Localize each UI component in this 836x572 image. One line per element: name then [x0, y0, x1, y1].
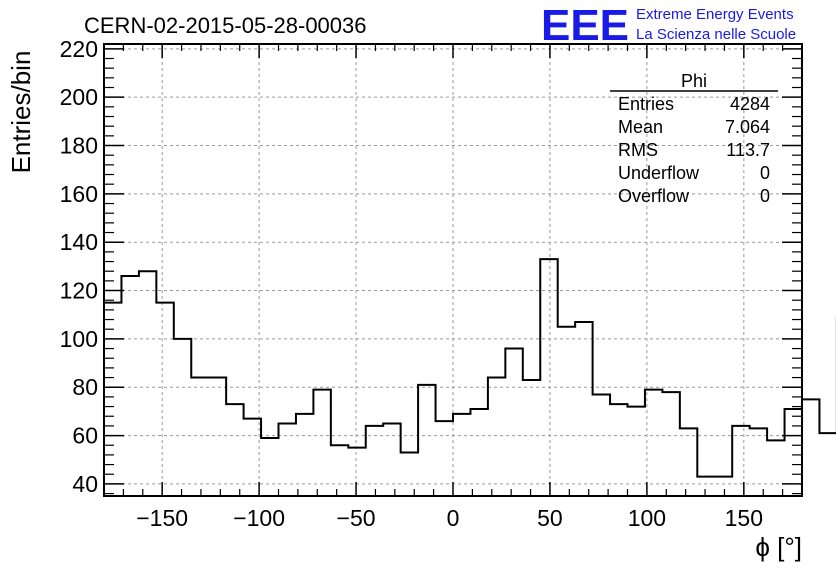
histogram-bin	[383, 423, 400, 496]
histogram-bin	[785, 409, 802, 496]
histogram-bin	[401, 452, 418, 496]
histogram-bin	[645, 390, 662, 496]
stats-label: RMS	[618, 140, 658, 160]
histogram-bin	[296, 414, 313, 496]
histogram-bin	[174, 339, 191, 496]
y-tick-label: 40	[72, 471, 98, 497]
histogram-bin	[767, 440, 784, 496]
x-tick-label: −50	[337, 505, 376, 531]
plot-frame	[103, 43, 803, 497]
logo-line-2: La Scienza nelle Scuole	[636, 26, 796, 43]
histogram-bin	[279, 423, 296, 496]
x-tick-label: 100	[628, 505, 666, 531]
stats-label: Overflow	[618, 186, 690, 206]
histogram-bin	[209, 378, 226, 496]
histogram-bin	[331, 445, 348, 496]
logo-line-1: Extreme Energy Events	[636, 6, 794, 23]
histogram-bin	[366, 426, 383, 496]
histogram-bin	[261, 438, 278, 496]
histogram-bin	[226, 404, 243, 496]
y-tick-label: 100	[60, 326, 98, 352]
x-tick-label: −150	[136, 505, 188, 531]
histogram-bin	[610, 404, 627, 496]
y-tick-label: 60	[72, 423, 98, 449]
stats-box: Phi Entries 4284 Mean 7.064 RMS 113.7 Underflo…	[610, 71, 778, 206]
y-tick-label: 140	[60, 229, 98, 255]
histogram-bin	[802, 399, 819, 496]
tick-labels: −150 −100 −50 0 50 100 150 40 60 80 100 120 140 160 18…	[60, 36, 763, 531]
y-tick-label: 80	[72, 374, 98, 400]
stats-value: 0	[760, 163, 770, 183]
histogram-bin	[505, 349, 522, 496]
histogram-bin	[819, 433, 836, 496]
x-tick-label: 50	[537, 505, 563, 531]
histogram-bin	[453, 414, 470, 496]
histogram-bin	[575, 322, 592, 496]
x-tick-label: 0	[447, 505, 460, 531]
histogram-bin	[244, 419, 261, 496]
y-tick-label: 180	[60, 133, 98, 159]
stats-box-name: Phi	[681, 71, 707, 91]
histogram-bin	[488, 378, 505, 496]
stats-value: 113.7	[726, 140, 770, 160]
histogram-bin	[593, 394, 610, 496]
stats-value: 4284	[730, 94, 770, 114]
y-tick-label: 200	[60, 84, 98, 110]
histogram-bin	[191, 378, 208, 496]
histogram-bin	[628, 407, 645, 496]
stats-label: Underflow	[618, 163, 700, 183]
histogram-bin	[121, 276, 138, 496]
histogram-bin	[540, 259, 557, 496]
histogram-bin	[436, 421, 453, 496]
histogram-bin	[558, 327, 575, 496]
stats-value: 0	[760, 186, 770, 206]
histogram-bin	[697, 477, 714, 496]
histogram-bin	[732, 426, 749, 496]
histogram-bin	[156, 303, 173, 496]
histogram-bin	[662, 392, 679, 496]
y-tick-label: 160	[60, 181, 98, 207]
eee-logo: EEE	[541, 1, 629, 50]
histogram-bin	[470, 409, 487, 496]
histogram-bin	[348, 448, 365, 496]
histogram-bin	[313, 390, 330, 496]
histogram-bin	[418, 385, 435, 496]
histogram-bin	[750, 428, 767, 496]
x-axis-title: ϕ [°]	[755, 532, 802, 562]
x-tick-label: 150	[725, 505, 763, 531]
y-axis-title: Entries/bin	[6, 51, 36, 174]
axis-ticks	[104, 44, 802, 496]
histogram-line	[104, 258, 836, 478]
run-title: CERN-02-2015-05-28-00036	[84, 13, 367, 38]
y-tick-label: 220	[60, 36, 98, 62]
x-tick-label: −100	[233, 505, 285, 531]
histogram-bin	[139, 271, 156, 496]
stats-label: Entries	[618, 94, 674, 114]
stats-label: Mean	[618, 117, 663, 137]
histogram-bin	[680, 428, 697, 496]
histogram-bin	[523, 380, 540, 496]
histogram-bin	[104, 303, 121, 496]
y-tick-label: 120	[60, 278, 98, 304]
histogram-bin	[715, 477, 732, 496]
stats-value: 7.064	[725, 117, 770, 137]
